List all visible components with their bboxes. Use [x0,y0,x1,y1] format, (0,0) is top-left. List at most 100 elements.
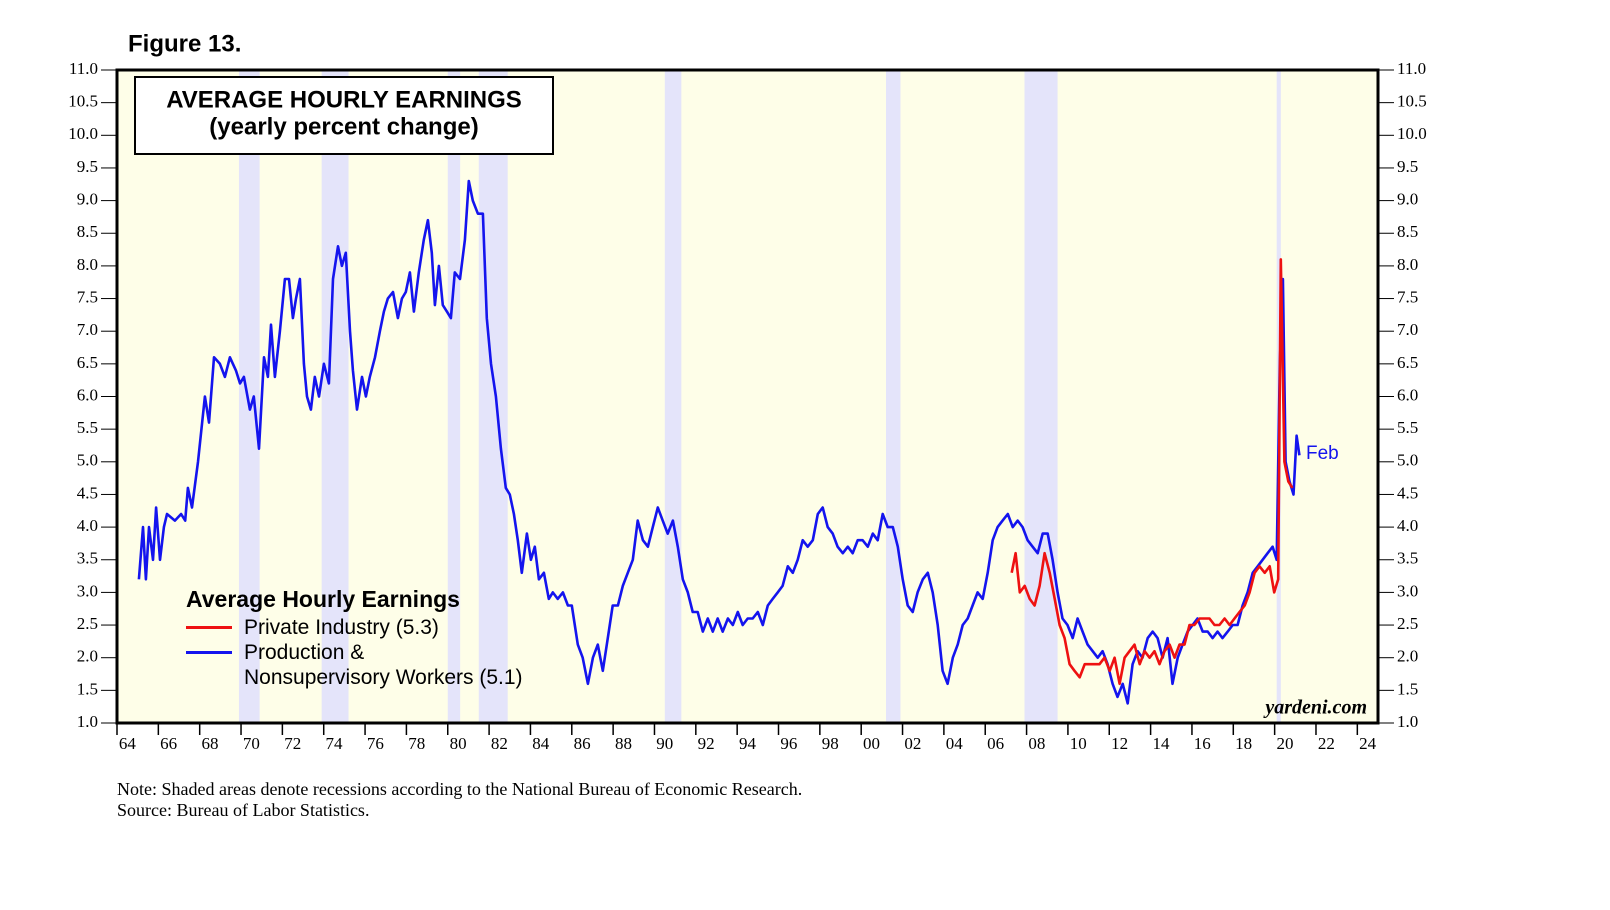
y-tick-label: 6.5 [77,353,98,372]
y2-tick-label: 4.5 [1397,483,1418,502]
y-tick-label: 4.5 [77,483,98,502]
y2-tick-label: 2.5 [1397,614,1418,633]
y-tick-label: 10.5 [68,92,98,111]
x-tick-label: 16 [1194,734,1211,753]
y-tick-label: 6.0 [77,385,98,404]
y2-tick-label: 9.5 [1397,157,1418,176]
x-tick-label: 04 [946,734,964,753]
plot-border [115,68,1380,725]
chart-title: AVERAGE HOURLY EARNINGS [166,86,522,113]
recession-band [447,70,461,723]
y-tick-label: 7.5 [77,287,98,306]
series-line [1010,258,1294,686]
y-tick-label: 5.5 [77,418,98,437]
source: Source: Bureau of Labor Statistics. [117,800,370,820]
x-tick-label: 72 [284,734,301,753]
x-tick-label: 70 [243,734,260,753]
y2-tick-label: 1.5 [1397,679,1418,698]
x-tick-label: 64 [119,734,137,753]
legend-item: Production & Nonsupervisory Workers (5.1… [186,640,523,690]
x-tick-label: 14 [1152,734,1170,753]
x-tick-label: 86 [574,734,591,753]
recession-band [478,70,508,723]
x-tick-label: 68 [202,734,219,753]
y-tick-label: 8.5 [77,222,98,241]
legend-title: Average Hourly Earnings [186,586,460,612]
y2-tick-label: 2.0 [1397,647,1418,666]
x-tick-label: 80 [450,734,467,753]
y-tick-label: 5.0 [77,451,98,470]
x-tick-label: 08 [1028,734,1045,753]
y2-tick-label: 11.0 [1397,59,1426,78]
y-tick-label: 2.0 [77,647,98,666]
legend-label: Production & Nonsupervisory Workers (5.1… [244,641,523,689]
x-tick-label: 78 [408,734,425,753]
y-tick-label: 2.5 [77,614,98,633]
x-tick-label: 20 [1276,734,1293,753]
y-tick-label: 8.0 [77,255,98,274]
legend-label: Private Industry (5.3) [244,616,439,639]
chart-subtitle: (yearly percent change) [209,113,478,140]
watermark: yardeni.com [1263,697,1367,719]
x-tick-label: 76 [367,734,384,753]
x-tick-label: 12 [1111,734,1128,753]
recession-band [1024,70,1058,723]
y-tick-label: 11.0 [69,59,98,78]
figure-label: Figure 13. [128,30,241,57]
y2-tick-label: 6.5 [1397,353,1418,372]
y2-tick-label: 5.5 [1397,418,1418,437]
x-tick-label: 92 [698,734,715,753]
x-tick-label: 84 [532,734,550,753]
x-tick-label: 22 [1318,734,1335,753]
y2-tick-label: 5.0 [1397,451,1418,470]
y2-tick-label: 4.0 [1397,516,1418,535]
x-tick-label: 88 [615,734,632,753]
x-tick-label: 00 [863,734,880,753]
legend-item: Private Industry (5.3) [186,615,523,640]
x-tick-label: 96 [780,734,797,753]
y2-tick-label: 3.0 [1397,581,1418,600]
x-tick-label: 94 [739,734,757,753]
x-tick-label: 02 [904,734,921,753]
legend-swatch [186,651,232,654]
y2-tick-label: 6.0 [1397,385,1418,404]
x-tick-label: 24 [1359,734,1377,753]
recession-band [321,70,349,723]
title-box [134,76,554,155]
y2-tick-label: 7.0 [1397,320,1418,339]
y-tick-label: 3.0 [77,581,98,600]
y-tick-label: 9.0 [77,190,98,209]
chart: Figure 13. 1.0 1.0 1.5 1.5 2.0 2.0 2.5 2.5 3.0 3.… [68,30,1427,753]
y2-tick-label: 8.0 [1397,255,1418,274]
x-tick-label: 90 [656,734,673,753]
annotation: Feb [1306,443,1339,464]
recession-band [664,70,682,723]
note: Note: Shaded areas denote recessions acc… [117,779,803,799]
y-tick-label: 1.5 [77,679,98,698]
recession-band [238,70,260,723]
y2-tick-label: 3.5 [1397,549,1418,568]
y-tick-label: 1.0 [77,712,98,731]
legend-swatch [186,626,232,629]
x-tick-label: 18 [1235,734,1252,753]
y-tick-label: 10.0 [68,124,98,143]
y2-tick-label: 8.5 [1397,222,1418,241]
x-tick-label: 82 [491,734,508,753]
recession-band [886,70,901,723]
x-tick-label: 98 [822,734,839,753]
y2-tick-label: 10.5 [1397,92,1427,111]
y-tick-label: 3.5 [77,549,98,568]
x-tick-label: 06 [987,734,1004,753]
x-tick-label: 10 [1070,734,1087,753]
x-tick-label: 74 [326,734,344,753]
y-tick-label: 9.5 [77,157,98,176]
y2-tick-label: 1.0 [1397,712,1418,731]
y2-tick-label: 7.5 [1397,287,1418,306]
legend: Average Hourly Earnings Private Industry … [186,586,523,690]
y-tick-label: 4.0 [77,516,98,535]
y2-tick-label: 10.0 [1397,124,1427,143]
x-tick-label: 66 [160,734,177,753]
y2-tick-label: 9.0 [1397,190,1418,209]
y-tick-label: 7.0 [77,320,98,339]
